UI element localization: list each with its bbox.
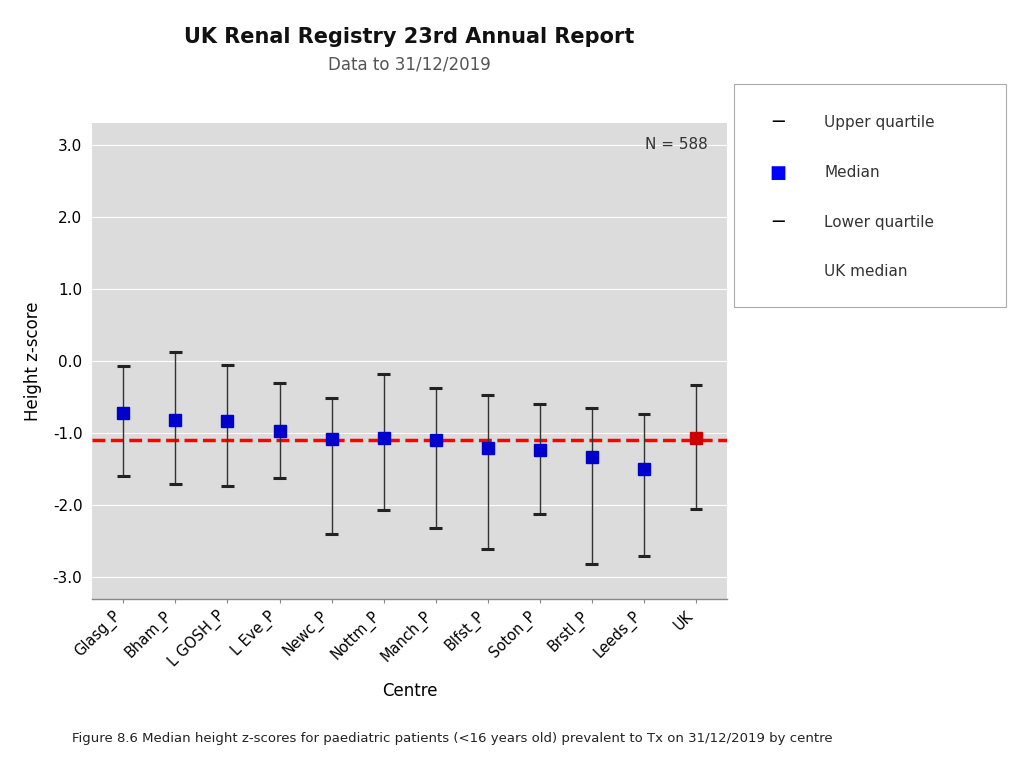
Text: Upper quartile: Upper quartile [824,115,935,131]
Text: UK median: UK median [824,263,908,279]
Text: Median: Median [824,165,880,180]
Text: ─: ─ [772,214,784,232]
Text: Figure 8.6 Median height z-scores for paediatric patients (<16 years old) preval: Figure 8.6 Median height z-scores for pa… [72,732,833,745]
Text: Median: Median [824,165,880,180]
Text: UK Renal Registry 23rd Annual Report: UK Renal Registry 23rd Annual Report [184,27,635,47]
Text: ■: ■ [770,164,786,182]
Text: UK median: UK median [824,263,908,279]
Text: ─: ─ [772,114,784,132]
Text: Lower quartile: Lower quartile [824,215,934,230]
Y-axis label: Height z-score: Height z-score [24,301,42,421]
Text: Data to 31/12/2019: Data to 31/12/2019 [329,55,490,73]
Text: N = 588: N = 588 [645,137,708,152]
Text: ■: ■ [770,164,786,182]
X-axis label: Centre: Centre [382,681,437,700]
Text: ─: ─ [772,114,784,132]
Text: Lower quartile: Lower quartile [824,215,934,230]
Text: ─: ─ [772,214,784,232]
Text: Upper quartile: Upper quartile [824,115,935,131]
